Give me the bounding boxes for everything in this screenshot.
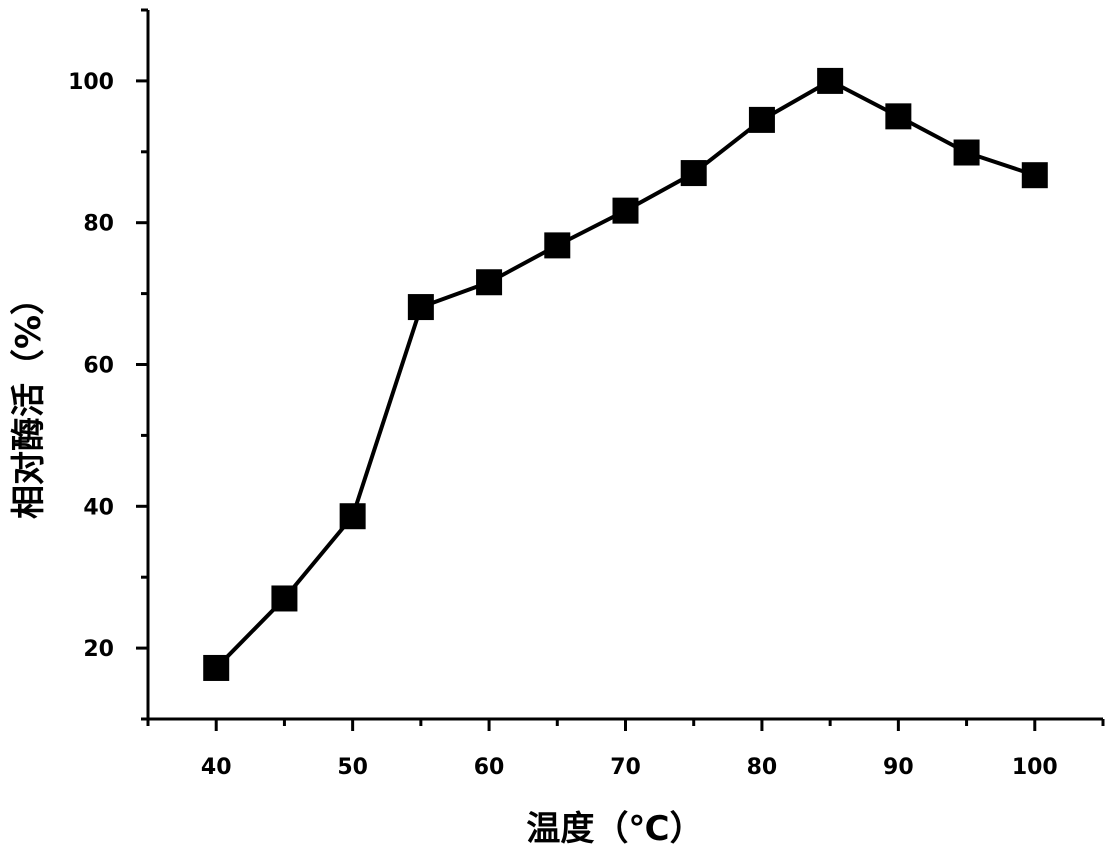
data-point-marker	[271, 585, 297, 611]
data-point-marker	[613, 198, 639, 224]
y-tick-label: 40	[83, 495, 114, 520]
x-tick-label: 60	[474, 755, 505, 780]
series-layer	[203, 68, 1048, 681]
x-tick-label: 80	[747, 755, 778, 780]
data-point-marker	[203, 655, 229, 681]
data-point-marker	[476, 269, 502, 295]
y-tick-label: 80	[83, 212, 114, 237]
data-point-marker	[544, 232, 570, 258]
y-tick-label: 20	[83, 637, 114, 662]
series-line	[216, 81, 1035, 668]
data-point-marker	[1022, 162, 1048, 188]
data-point-marker	[954, 140, 980, 166]
x-tick-label: 50	[337, 755, 368, 780]
x-tick-label: 100	[1012, 755, 1058, 780]
x-tick-label: 40	[201, 755, 232, 780]
data-point-marker	[749, 107, 775, 133]
x-axis-title: 温度（℃）	[526, 809, 703, 849]
y-tick-label: 60	[83, 354, 114, 379]
data-point-marker	[817, 68, 843, 94]
data-point-marker	[885, 103, 911, 129]
x-tick-label: 90	[883, 755, 914, 780]
data-point-marker	[681, 160, 707, 186]
data-point-marker	[340, 503, 366, 529]
y-axis-title: 相对酶活（%）	[9, 281, 49, 519]
data-point-marker	[408, 294, 434, 320]
y-tick-label: 100	[68, 70, 114, 95]
axes-layer	[147, 10, 1104, 721]
x-tick-label: 70	[610, 755, 641, 780]
